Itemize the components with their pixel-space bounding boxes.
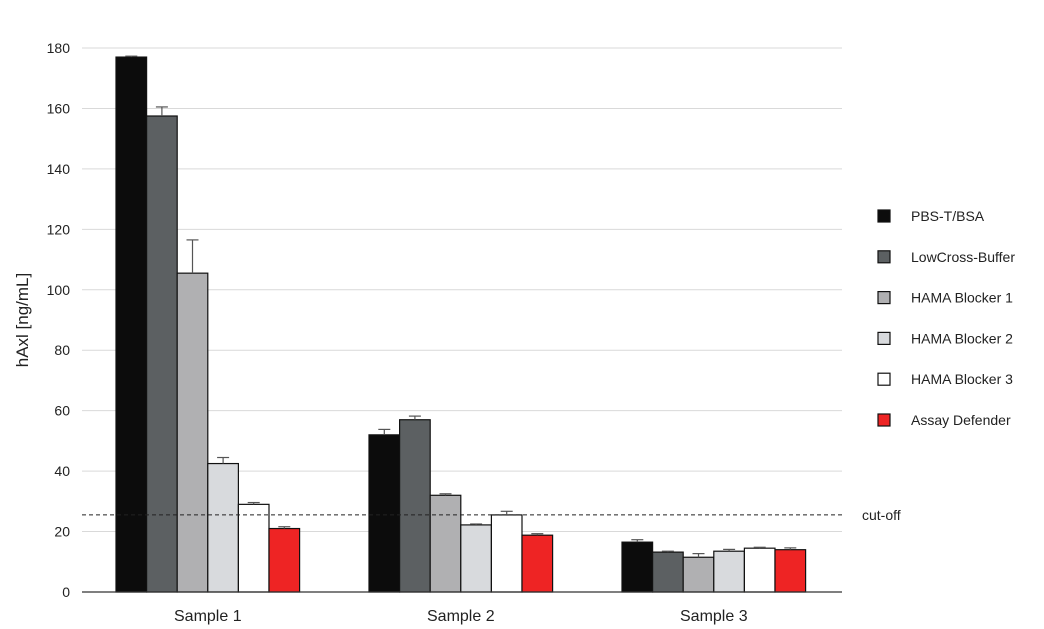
bar-assay-defender-1 (268, 527, 301, 593)
legend-swatch (877, 372, 891, 386)
bar-pbs-t-bsa-3 (621, 541, 654, 593)
bar-hama-blocker-2-3 (713, 550, 745, 593)
legend-swatch (877, 331, 891, 345)
legend-label: HAMA Blocker 3 (911, 371, 1013, 387)
cutoff-line-group: cut-off (82, 507, 901, 523)
bar-hama-blocker-2-2 (460, 524, 492, 593)
legend-label: PBS-T/BSA (911, 208, 985, 224)
bar-pbs-t-bsa-2 (368, 434, 401, 593)
y-tick-label: 80 (54, 342, 70, 358)
cutoff-label: cut-off (862, 507, 901, 523)
bar-hama-blocker-3-3 (743, 547, 776, 593)
legend-label: LowCross-Buffer (911, 249, 1015, 265)
legend-swatch (877, 413, 891, 427)
bar-hama-blocker-2-1 (207, 462, 240, 593)
bar-pbs-t-bsa-1 (115, 56, 148, 593)
legend-label: HAMA Blocker 2 (911, 330, 1013, 346)
legend-label: HAMA Blocker 1 (911, 290, 1013, 306)
y-tick-label: 140 (47, 161, 71, 177)
y-axis-title: hAxl [ng/mL] (13, 273, 32, 368)
y-tick-label: 40 (54, 463, 70, 479)
y-tick-label: 60 (54, 403, 70, 419)
bar-lowcross-buffer-3 (651, 551, 684, 593)
legend: PBS-T/BSA LowCross-Buffer HAMA Blocker 1 HA… (877, 208, 1015, 428)
y-tick-label: 180 (47, 40, 71, 56)
y-tick-label: 20 (54, 524, 70, 540)
legend-swatch (877, 291, 891, 305)
bar-assay-defender-2 (521, 534, 554, 593)
bars (115, 56, 807, 593)
y-tick-label: 120 (47, 221, 71, 237)
y-axis-ticks: 0 20 40 60 80 100 120 140 160 180 (47, 40, 71, 600)
bar-hama-blocker-3-1 (237, 503, 270, 593)
y-tick-label: 0 (62, 584, 70, 600)
error-bars (125, 55, 797, 558)
bar-hama-blocker-1-2 (429, 494, 462, 593)
bar-lowcross-buffer-1 (146, 115, 178, 593)
bar-assay-defender-3 (774, 549, 807, 593)
y-tick-label: 160 (47, 100, 71, 116)
bar-hama-blocker-3-2 (490, 514, 523, 593)
legend-swatch (877, 209, 891, 223)
legend-label: Assay Defender (911, 412, 1011, 428)
bar-hama-blocker-1-1 (176, 272, 209, 593)
x-category-label: Sample 1 (174, 608, 242, 625)
bar-lowcross-buffer-2 (399, 419, 431, 593)
bar-hama-blocker-1-3 (682, 556, 715, 593)
x-axis-categories: Sample 1 Sample 2 Sample 3 (174, 608, 748, 625)
x-category-label: Sample 2 (427, 608, 495, 625)
legend-swatch (877, 250, 891, 264)
x-category-label: Sample 3 (680, 608, 748, 625)
y-tick-label: 100 (47, 282, 71, 298)
